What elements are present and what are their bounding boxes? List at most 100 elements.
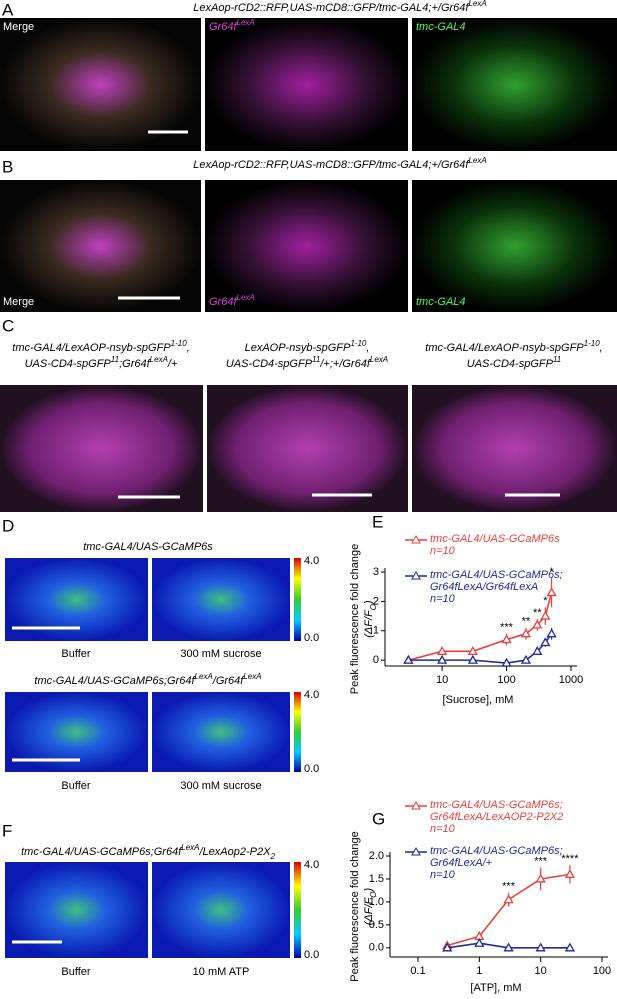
superscript: 11: [312, 355, 320, 364]
legend-name: tmc-GAL4/UAS-GCaMP6s; Gr64fLexA/+: [430, 845, 563, 869]
legend-entry: tmc-GAL4/UAS-GCaMP6s; Gr64fLexA/Gr64fLex…: [430, 569, 615, 605]
marker: [532, 646, 543, 655]
significance: **: [533, 607, 542, 619]
x-tick-label: 0.1: [410, 965, 425, 977]
marker: [546, 628, 557, 638]
marker: [474, 937, 485, 947]
image: [412, 385, 617, 512]
text-part: UAS-CD4-spGFP: [467, 358, 554, 370]
genotype-label: tmc-GAL4/LexAOP-nsyb-spGFP1-10,: [12, 339, 189, 354]
marker: [520, 654, 532, 664]
text-part: Gr64f: [209, 296, 237, 308]
marker: [403, 654, 414, 664]
text-part: LexAop-rCD2::RFP,UAS-mCD8::GFP/tmc-GAL4;…: [193, 2, 469, 14]
y-tick-label: 0.5: [369, 919, 384, 931]
superscript: 11: [111, 355, 119, 364]
legend-name: tmc-GAL4/UAS-GCaMP6s; Gr64fLexA/Gr64fLex…: [430, 569, 563, 593]
panel-letter: G: [372, 809, 385, 828]
genotype-label: tmc-GAL4/LexAOP-nsyb-spGFP1-10,: [425, 339, 602, 354]
legend-marker: [411, 800, 421, 810]
heatmap: [5, 862, 148, 958]
text-part: ): [363, 600, 375, 606]
y-axis-label: Peak fluorescence fold change: [349, 831, 361, 981]
image: [205, 18, 408, 151]
colorbar: [294, 558, 301, 641]
image-label: Merge: [3, 21, 34, 33]
marker: [501, 657, 512, 667]
superscript: 1-10: [171, 339, 188, 348]
legend-text: tmc-GAL4/UAS-GCaMP6s; Gr64fLexA/Gr64fLex…: [430, 569, 615, 605]
text-part: Merge: [3, 296, 34, 308]
image-label: tmc-GAL4: [416, 296, 466, 308]
image-caption: 300 mM sucrose: [180, 648, 261, 660]
x-tick-label: 100: [497, 674, 515, 686]
text-part: Gr64f: [209, 21, 237, 33]
panel-letter: E: [372, 512, 383, 531]
marker: [546, 587, 557, 597]
y-tick-label: 0: [373, 654, 379, 666]
significance: ***: [534, 855, 548, 867]
image-label: Gr64fLexA: [209, 18, 255, 33]
significance: *: [543, 595, 548, 607]
marker: [540, 610, 551, 620]
x-tick-label: 1: [476, 965, 482, 977]
colorbar: [294, 862, 301, 958]
text-part: ): [363, 887, 375, 893]
marker: [540, 637, 551, 647]
text-part: UAS-CD4-spGFP: [25, 358, 112, 370]
text-part: ,: [187, 342, 190, 354]
superscript: LexA: [181, 843, 199, 852]
legend-n: n=10: [430, 593, 455, 605]
marker: [442, 942, 453, 952]
y-tick-label: 1.5: [369, 873, 384, 885]
y-tick-label: 1: [373, 625, 379, 637]
superscript: 1-10: [584, 339, 601, 348]
text-part: UAS-CD4-spGFP: [226, 358, 313, 370]
image: [412, 18, 617, 151]
legend-marker: [411, 534, 421, 544]
genotype-label: UAS-CD4-spGFP11: [467, 355, 562, 370]
marker: [436, 654, 448, 664]
text-part: tmc-GAL4: [416, 21, 466, 33]
marker: [503, 942, 514, 952]
image: [205, 180, 408, 312]
image: [412, 180, 617, 312]
image-caption: Buffer: [61, 966, 90, 978]
text-part: tmc-GAL4/UAS-GCaMP6s;Gr64f: [34, 675, 195, 687]
superscript: 11: [553, 355, 561, 364]
heatmap: [152, 558, 290, 641]
x-axis-label: [Sucrose], mM: [443, 694, 514, 706]
text-part: ;Gr64f: [119, 358, 151, 370]
y-axis-unit: (ΔF/FO): [363, 600, 378, 638]
x-axis-label: [ATP], mM: [470, 982, 521, 994]
genotype-label: LexAOP-nsyb-spGFP1-10,: [245, 339, 370, 354]
image-label: Merge: [3, 296, 34, 308]
group-title: tmc-GAL4/UAS-GCaMP6s;Gr64fLexA/LexAop2-P…: [21, 843, 275, 861]
subscript: O: [369, 891, 378, 897]
text-part: /LexAop2-P2X: [199, 846, 272, 858]
text-part: /+: [167, 358, 178, 370]
significance: ***: [500, 622, 514, 634]
x-tick-label: 1000: [559, 674, 583, 686]
superscript: LexA: [370, 355, 388, 364]
text-part: (ΔF/F: [363, 609, 375, 638]
panel-letter: C: [2, 316, 14, 335]
y-tick-label: 2.0: [369, 850, 384, 862]
panel-letter: F: [2, 821, 12, 840]
text-part: LexAOP-nsyb-spGFP: [245, 342, 351, 354]
legend-text: tmc-GAL4/UAS-GCaMP6s n=10: [430, 533, 615, 557]
y-tick-label: 1.0: [369, 896, 384, 908]
marker: [535, 942, 546, 952]
image: [207, 385, 408, 512]
legend-marker: [411, 570, 421, 580]
text-part: tmc-GAL4/LexAOP-nsyb-spGFP: [12, 342, 171, 354]
x-tick-label: 100: [593, 965, 611, 977]
genotype-label: UAS-CD4-spGFP11;Gr64fLexA/+: [25, 355, 178, 370]
text-part: LexAop-rCD2::RFP,UAS-mCD8::GFP/tmc-GAL4;…: [193, 159, 469, 171]
legend-text: tmc-GAL4/UAS-GCaMP6s; Gr64fLexA/+ n=10: [430, 845, 615, 881]
marker: [436, 646, 448, 655]
subscript: 2: [269, 852, 275, 861]
significance: **: [522, 616, 531, 628]
images: [0, 18, 617, 958]
legend-marker: [411, 846, 421, 856]
